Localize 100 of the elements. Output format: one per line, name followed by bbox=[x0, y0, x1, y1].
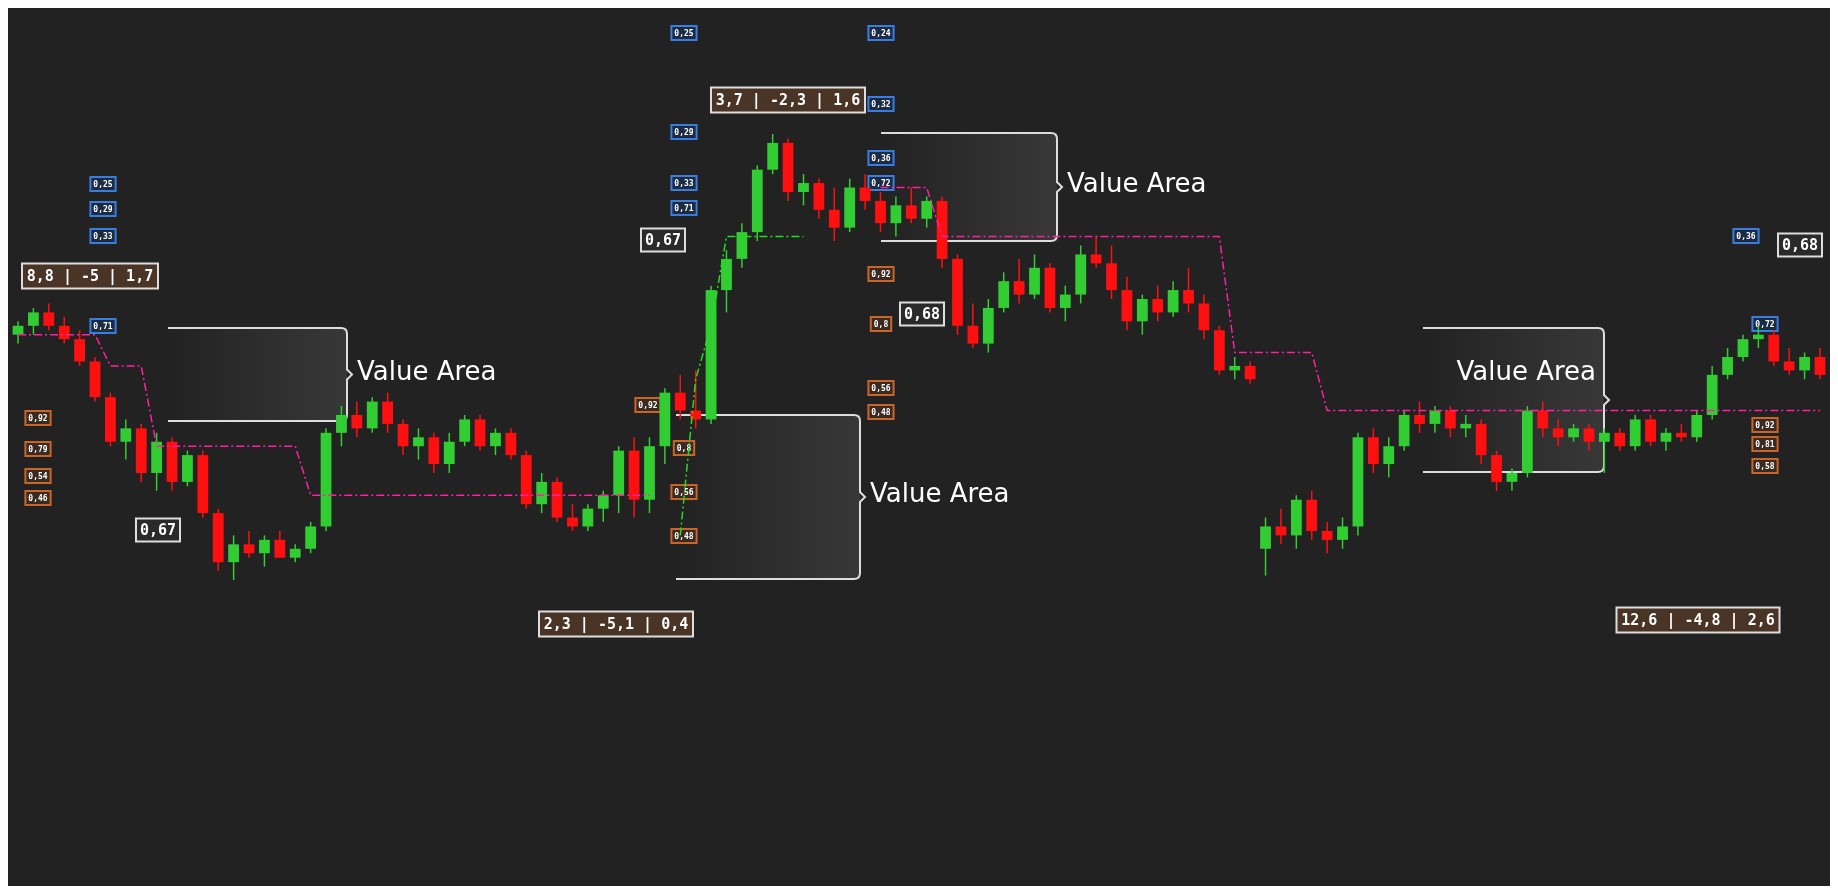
candlestick bbox=[859, 173, 871, 211]
annotation: 0,29 bbox=[93, 204, 113, 214]
annotation: 0,56 bbox=[674, 487, 694, 497]
candlestick bbox=[582, 503, 594, 532]
candlestick bbox=[921, 195, 933, 229]
annotation: 8,8 | -5 | 1,7 bbox=[26, 267, 154, 287]
candlestick bbox=[1598, 427, 1610, 474]
annotation: 0,36 bbox=[871, 153, 891, 163]
annotation: 0,54 bbox=[28, 471, 48, 481]
candlestick bbox=[336, 405, 347, 447]
candlestick bbox=[1152, 284, 1164, 323]
annotation: 0,58 bbox=[1755, 461, 1775, 471]
annotation: 0,72 bbox=[871, 178, 891, 188]
annotation: Value Area bbox=[1067, 168, 1207, 198]
candlestick bbox=[1229, 356, 1241, 381]
candlestick bbox=[1691, 409, 1703, 443]
candlestick bbox=[1414, 400, 1425, 434]
candlestick bbox=[74, 329, 86, 367]
candlestick bbox=[1429, 405, 1441, 434]
candlestick bbox=[305, 521, 317, 554]
candlestick bbox=[28, 307, 39, 336]
annotation: 0,46 bbox=[28, 493, 48, 503]
annotation: 0,92 bbox=[28, 413, 48, 423]
candlestick bbox=[828, 186, 840, 242]
candlestick bbox=[1059, 284, 1071, 323]
candlestick bbox=[1737, 333, 1749, 363]
candlestick bbox=[1167, 280, 1179, 318]
candlestick bbox=[1090, 235, 1102, 269]
candlestick bbox=[120, 418, 132, 461]
candlestick bbox=[1722, 347, 1733, 381]
candlestick bbox=[259, 534, 270, 568]
candlestick bbox=[1183, 267, 1194, 314]
annotation: 0,92 bbox=[638, 400, 658, 410]
candlestick bbox=[597, 490, 609, 523]
annotation: 0,92 bbox=[1755, 420, 1775, 430]
annotation: Value Area bbox=[870, 478, 1010, 508]
candlestick bbox=[228, 534, 240, 581]
annotation: 0,25 bbox=[93, 179, 113, 189]
candlestick bbox=[1552, 418, 1564, 447]
candlestick bbox=[58, 316, 70, 345]
candlestick bbox=[243, 530, 255, 559]
candlestick bbox=[967, 302, 979, 349]
candlestick bbox=[890, 195, 902, 238]
annotation: 0,67 bbox=[644, 231, 682, 250]
candlestick bbox=[1321, 521, 1333, 554]
text: 0,25 bbox=[674, 28, 694, 38]
candlestick bbox=[382, 391, 394, 434]
annotation: 0,92 bbox=[871, 269, 891, 279]
text: 3,7 | -2,3 | 1,6 bbox=[715, 91, 861, 111]
candlestick bbox=[1460, 414, 1472, 439]
candlestick bbox=[1444, 405, 1456, 439]
annotation: 0,33 bbox=[674, 178, 694, 188]
candlestick bbox=[443, 432, 455, 474]
annotation: 0,29 bbox=[674, 127, 694, 137]
annotation: 0,68 bbox=[903, 305, 941, 324]
annotation: 0,71 bbox=[93, 321, 113, 331]
annotation: 0,8 bbox=[676, 443, 692, 453]
candlestick bbox=[490, 427, 501, 456]
text: 0,24 bbox=[871, 28, 891, 38]
candlestick bbox=[1537, 400, 1549, 439]
candlestick bbox=[567, 503, 578, 532]
candlestick bbox=[1136, 293, 1148, 336]
candlestick bbox=[1506, 467, 1518, 492]
annotation: 0,72 bbox=[1755, 319, 1775, 329]
annotation: 0,56 bbox=[871, 383, 891, 393]
candlestick bbox=[1614, 427, 1626, 452]
candlestick bbox=[798, 173, 809, 207]
candlestick bbox=[274, 530, 286, 559]
candlestick bbox=[905, 186, 917, 224]
candlestick bbox=[1583, 423, 1595, 452]
annotation: Value Area bbox=[357, 355, 497, 386]
candlestick bbox=[1275, 507, 1287, 546]
annotation: 0,71 bbox=[674, 203, 694, 213]
candlestick bbox=[674, 374, 686, 421]
annotation: 0,8 bbox=[873, 319, 889, 329]
candlestick bbox=[1260, 516, 1271, 577]
text: 12,6 | -4,8 | 2,6 bbox=[1621, 611, 1775, 631]
candlestick bbox=[1783, 347, 1795, 376]
annotation: 0,79 bbox=[28, 444, 48, 454]
candlestick bbox=[1383, 436, 1395, 479]
candlestick bbox=[351, 400, 363, 439]
candlestick bbox=[1645, 414, 1656, 447]
annotation: 0,81 bbox=[1755, 439, 1775, 449]
annotation: Value Area bbox=[1456, 356, 1596, 386]
candlestick bbox=[1337, 516, 1348, 550]
candlestick bbox=[536, 472, 548, 514]
candlestick bbox=[1799, 351, 1810, 381]
annotation: 0,36 bbox=[1736, 231, 1756, 241]
annotation: 0,48 bbox=[871, 407, 891, 417]
candlestick bbox=[43, 302, 55, 331]
candlestick bbox=[1660, 427, 1672, 452]
candlestick bbox=[505, 427, 517, 461]
candlestick bbox=[413, 427, 424, 461]
candlestick bbox=[459, 414, 471, 447]
annotation: 0,67 bbox=[139, 521, 177, 540]
candlestick bbox=[1244, 360, 1256, 385]
candlestick bbox=[875, 191, 886, 233]
candlestick bbox=[1814, 347, 1826, 381]
candlestick bbox=[397, 418, 409, 456]
annotation: 0,33 bbox=[93, 231, 113, 241]
